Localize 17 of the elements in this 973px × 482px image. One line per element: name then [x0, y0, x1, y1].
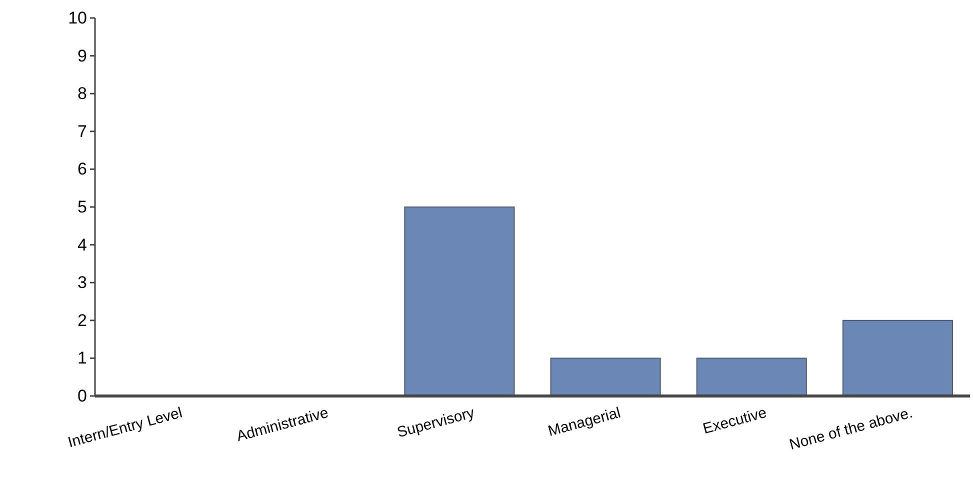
y-tick-label: 8 — [78, 84, 87, 104]
y-tick-label: 10 — [68, 8, 87, 28]
bar — [404, 206, 515, 396]
y-tick-label: 9 — [78, 46, 87, 66]
y-tick-label: 0 — [78, 386, 87, 406]
y-tick-label: 6 — [78, 160, 87, 179]
y-tick-label: 4 — [78, 235, 87, 254]
bar — [550, 358, 661, 396]
bar — [696, 358, 807, 396]
y-tick-label: 5 — [78, 197, 87, 216]
x-tick-label: Executive — [701, 404, 768, 438]
y-tick-label: 2 — [78, 310, 87, 330]
y-tick-label: 7 — [78, 122, 87, 141]
y-tick-label: 1 — [78, 348, 87, 368]
y-tick-label: 3 — [78, 273, 87, 292]
x-tick-label: None of the above. — [788, 404, 915, 454]
bar — [842, 320, 953, 396]
